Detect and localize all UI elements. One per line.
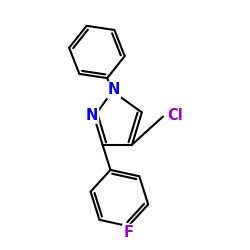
Text: N: N xyxy=(108,82,120,98)
Text: Cl: Cl xyxy=(168,108,184,123)
Text: N: N xyxy=(86,108,98,123)
Text: F: F xyxy=(123,225,133,240)
